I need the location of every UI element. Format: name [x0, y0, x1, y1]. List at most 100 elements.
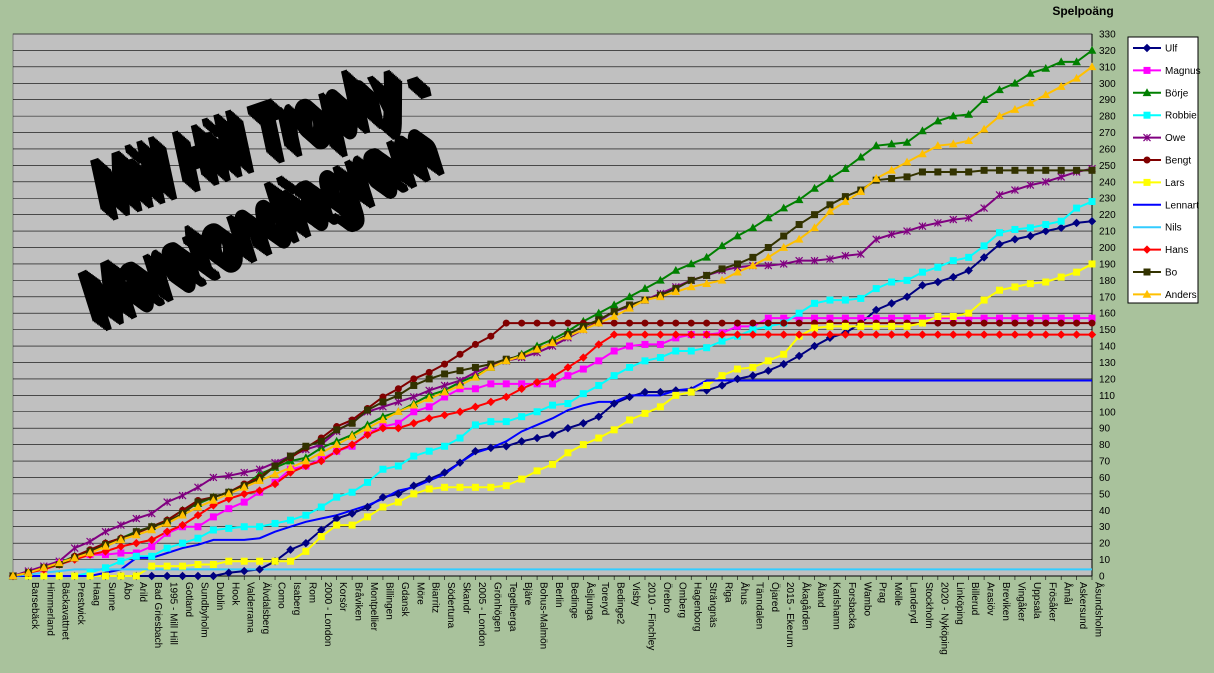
marker	[856, 330, 865, 339]
marker	[487, 380, 495, 388]
marker	[996, 166, 1004, 174]
y-tick-label: 70	[1099, 457, 1111, 468]
marker	[502, 319, 510, 327]
marker	[795, 256, 804, 265]
x-tick-label: Landeryd	[908, 582, 919, 624]
marker	[871, 305, 881, 315]
marker	[1011, 319, 1019, 327]
marker	[116, 535, 126, 544]
marker	[703, 271, 711, 279]
marker	[240, 489, 249, 499]
marker	[841, 164, 850, 172]
x-tick-label: Forsbacka	[846, 582, 857, 629]
marker	[209, 526, 217, 534]
legend-label: Lennart	[1165, 200, 1199, 211]
marker	[548, 338, 557, 347]
marker	[610, 319, 618, 327]
x-tick-label: Bäckavattnet	[60, 582, 71, 640]
marker	[363, 502, 372, 512]
marker	[979, 124, 989, 133]
marker	[424, 414, 434, 423]
marker	[871, 174, 881, 182]
marker	[194, 523, 202, 531]
marker	[871, 141, 881, 149]
marker	[455, 407, 465, 416]
marker	[117, 557, 125, 565]
marker	[179, 539, 187, 547]
marker	[1087, 45, 1097, 54]
x-tick-label: Örebro	[661, 582, 673, 614]
marker	[116, 521, 125, 530]
marker	[1088, 198, 1096, 206]
marker	[163, 498, 172, 507]
marker	[1025, 68, 1035, 77]
y-tick-label: 60	[1099, 473, 1111, 484]
x-tick-label: Isaberg	[291, 582, 302, 615]
marker	[979, 330, 989, 339]
y-tick-label: 80	[1099, 440, 1111, 451]
marker	[702, 252, 711, 261]
y-tick-label: 130	[1099, 358, 1116, 369]
marker	[379, 503, 387, 511]
marker	[595, 381, 603, 389]
x-tick-label: Biarritz	[430, 582, 441, 613]
marker	[209, 495, 218, 504]
x-tick-label: Rom	[306, 582, 317, 603]
marker	[903, 276, 911, 284]
marker	[872, 285, 880, 293]
marker	[1011, 283, 1019, 291]
marker	[487, 483, 495, 491]
marker	[209, 561, 217, 569]
legend-label: Lars	[1165, 178, 1184, 189]
x-tick-label: Åhus	[738, 582, 751, 605]
marker	[1057, 172, 1066, 181]
marker	[902, 292, 912, 301]
y-tick-label: 320	[1099, 46, 1116, 57]
marker	[625, 292, 634, 301]
marker	[70, 553, 80, 562]
marker	[949, 272, 958, 282]
y-tick-label: 330	[1099, 30, 1116, 41]
x-tick-label: Sunne	[106, 582, 117, 611]
x-tick-label: Barsebäck	[29, 582, 40, 630]
x-tick-label: Älvdalsberg	[260, 582, 272, 634]
marker	[225, 505, 233, 513]
marker	[225, 557, 233, 565]
marker	[333, 493, 341, 501]
marker	[965, 168, 973, 176]
marker	[348, 419, 356, 427]
marker	[394, 391, 402, 399]
marker	[348, 521, 356, 529]
marker	[347, 431, 357, 440]
marker	[579, 419, 588, 428]
marker	[1088, 166, 1096, 174]
marker	[594, 308, 604, 317]
y-tick-label: 310	[1099, 62, 1116, 73]
marker	[794, 234, 804, 243]
marker	[1041, 177, 1050, 186]
marker	[996, 319, 1004, 327]
x-tick-label: Hook	[229, 582, 240, 606]
marker	[779, 260, 788, 268]
marker	[224, 489, 234, 498]
marker	[794, 195, 804, 204]
x-tick-label: Korsör	[337, 582, 348, 612]
legend	[1127, 36, 1199, 304]
marker	[1041, 226, 1050, 236]
marker	[887, 299, 896, 308]
marker	[286, 557, 294, 565]
marker	[471, 340, 479, 348]
marker	[609, 330, 619, 339]
marker	[656, 275, 665, 284]
marker	[117, 572, 125, 580]
marker	[933, 330, 943, 339]
marker	[749, 363, 757, 371]
marker	[594, 318, 604, 327]
marker	[563, 423, 573, 433]
marker	[965, 309, 973, 317]
marker	[703, 344, 711, 352]
marker	[332, 446, 341, 456]
marker	[162, 571, 172, 581]
marker	[1142, 43, 1152, 53]
marker	[440, 468, 449, 477]
